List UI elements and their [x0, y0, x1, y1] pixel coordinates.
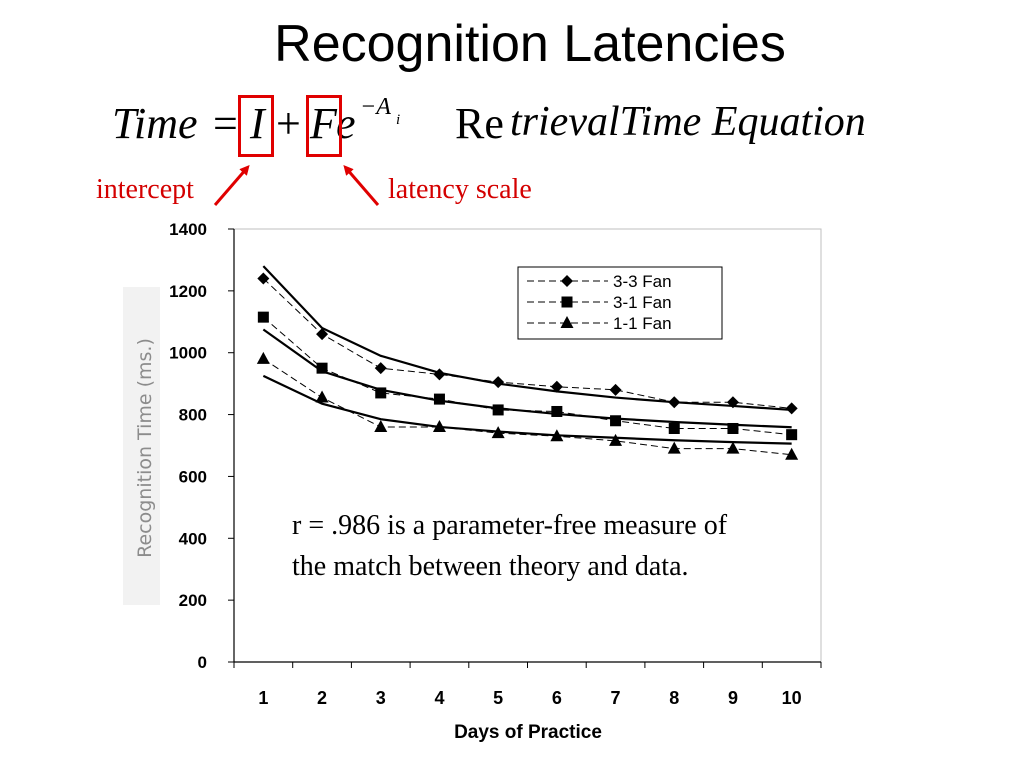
data-point — [257, 272, 270, 285]
x-axis-label: Days of Practice — [454, 722, 602, 743]
data-point — [667, 441, 681, 454]
data-point — [433, 393, 445, 405]
data-point — [610, 415, 622, 427]
y-tick-label: 1000 — [169, 344, 207, 363]
y-axis-label: Recognition Time (ms.) — [134, 338, 156, 558]
eq-exponent: −A — [360, 94, 391, 120]
model-fit-line — [262, 265, 792, 412]
data-point — [492, 376, 505, 389]
y-tick-label: 1400 — [169, 220, 207, 239]
data-point — [374, 362, 387, 375]
legend-box — [517, 266, 723, 340]
eq-scale-symbol: F — [310, 99, 337, 148]
intercept-callout: intercept — [96, 174, 194, 205]
series-line — [263, 316, 792, 436]
model-fit-line — [262, 374, 792, 445]
data-point — [727, 422, 739, 434]
eq-equals: = — [213, 99, 238, 148]
data-point — [432, 419, 446, 432]
data-point — [491, 426, 505, 439]
data-point — [433, 368, 446, 381]
data-point — [316, 328, 329, 341]
data-point — [668, 396, 681, 409]
data-point — [256, 351, 270, 364]
x-tick-label: 7 — [611, 688, 621, 708]
legend-label: 3-3 Fan — [613, 272, 672, 291]
eq-intercept-symbol: I — [250, 99, 265, 148]
intercept-highlight-box — [238, 95, 274, 157]
legend-label: 1-1 Fan — [613, 314, 672, 333]
data-point — [375, 387, 387, 399]
series-line — [263, 358, 792, 456]
data-point — [786, 429, 798, 441]
y-axis-ticks: 0 200 400 600 800 1000 1200 1400 — [169, 220, 234, 672]
data-point — [374, 419, 388, 432]
x-tick-label: 6 — [552, 688, 562, 708]
slide-title: Recognition Latencies — [274, 15, 786, 73]
legend-marker — [561, 275, 573, 287]
x-tick-label: 9 — [728, 688, 738, 708]
legend-marker — [561, 296, 573, 308]
data-point — [726, 441, 740, 454]
data-point — [609, 433, 623, 446]
data-series — [256, 272, 799, 460]
data-point — [785, 402, 798, 415]
y-tick-label: 600 — [179, 467, 207, 486]
x-tick-label: 4 — [434, 688, 444, 708]
data-point — [316, 362, 328, 374]
eq-name-italic: trievalTime Equation — [510, 99, 866, 145]
y-tick-label: 0 — [198, 653, 207, 672]
y-tick-label: 1200 — [169, 282, 207, 301]
data-point — [551, 405, 563, 417]
y-tick-label: 800 — [179, 406, 207, 425]
correlation-annotation: r = .986 is a parameter-free measure of … — [292, 510, 728, 582]
latency-scale-callout: latency scale — [388, 174, 532, 205]
y-axis-label-background — [123, 287, 160, 605]
y-tick-label: 400 — [179, 529, 207, 548]
latency-scale-arrow — [343, 164, 380, 206]
data-point — [257, 311, 269, 323]
data-point — [550, 429, 564, 442]
series-3-3-fan — [257, 272, 798, 415]
series-3-1-fan — [257, 311, 798, 441]
y-tick-label: 200 — [179, 591, 207, 610]
data-point — [550, 380, 563, 393]
intercept-arrow — [213, 164, 250, 206]
eq-name-upright: Re — [455, 99, 504, 148]
eq-exponent-subscript: i — [396, 112, 401, 128]
x-tick-label: 2 — [317, 688, 327, 708]
x-tick-label: 5 — [493, 688, 503, 708]
chart-legend: 3-3 Fan 3-1 Fan 1-1 Fan — [517, 266, 723, 340]
data-point — [785, 447, 799, 460]
legend-label: 3-1 Fan — [613, 293, 672, 312]
data-point — [492, 404, 504, 416]
series-1-1-fan — [256, 351, 799, 460]
x-axis-ticks: 1 2 3 4 5 6 7 8 9 10 — [233, 662, 822, 708]
series-line — [263, 278, 792, 409]
x-tick-label: 1 — [258, 688, 268, 708]
x-tick-label: 3 — [376, 688, 386, 708]
x-tick-label: 8 — [669, 688, 679, 708]
data-point — [609, 383, 622, 396]
eq-plus: + — [276, 99, 301, 148]
eq-time: Time — [112, 99, 198, 148]
data-point — [315, 390, 329, 403]
data-point — [668, 422, 680, 434]
legend-marker — [560, 316, 574, 328]
x-tick-label: 10 — [782, 688, 802, 708]
model-fit-line — [262, 328, 792, 429]
latency-scale-highlight-box — [306, 95, 342, 157]
data-point — [726, 396, 739, 409]
